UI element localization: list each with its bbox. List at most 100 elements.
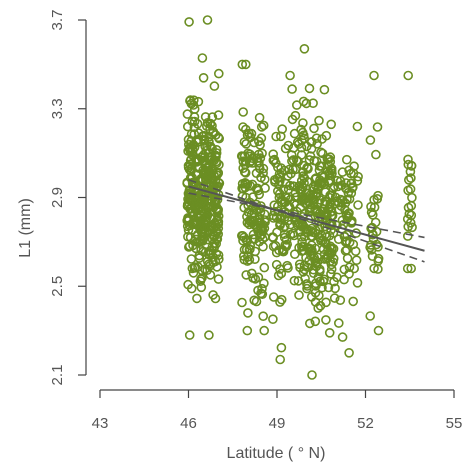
- data-point: [313, 198, 323, 208]
- data-point: [307, 370, 317, 380]
- data-point: [183, 231, 193, 242]
- y-tick-label: 2.1: [49, 365, 66, 386]
- data-point: [289, 275, 300, 286]
- data-point: [287, 84, 297, 94]
- data-point: [324, 192, 335, 203]
- data-point: [335, 295, 346, 306]
- data-point: [268, 314, 278, 325]
- data-point: [306, 144, 317, 154]
- data-point: [295, 227, 306, 237]
- data-point: [257, 289, 268, 300]
- data-point: [365, 135, 376, 145]
- data-point: [317, 282, 327, 293]
- data-point: [406, 173, 416, 183]
- data-point: [367, 210, 378, 220]
- data-point: [286, 168, 296, 179]
- data-point: [271, 247, 282, 258]
- data-point: [326, 163, 337, 174]
- data-point: [283, 140, 294, 151]
- data-point: [200, 166, 210, 177]
- x-tick-label: 43: [92, 415, 109, 432]
- data-point: [314, 115, 324, 126]
- data-point: [288, 155, 299, 165]
- data-point: [201, 175, 211, 186]
- data-point: [403, 70, 414, 81]
- data-point: [312, 187, 323, 198]
- data-point: [254, 189, 265, 200]
- data-point: [241, 139, 251, 149]
- data-point: [236, 151, 247, 161]
- data-point: [326, 119, 337, 130]
- data-point: [321, 315, 331, 325]
- data-point: [186, 129, 197, 139]
- data-point: [342, 211, 353, 221]
- data-point: [319, 84, 330, 95]
- data-point: [319, 254, 330, 264]
- data-point: [202, 118, 213, 128]
- data-point: [346, 178, 357, 188]
- data-point: [192, 293, 202, 304]
- data-point: [209, 81, 220, 91]
- data-point: [240, 168, 251, 178]
- data-point: [369, 70, 379, 81]
- data-point: [195, 198, 206, 208]
- data-point: [337, 167, 348, 177]
- data-point: [183, 194, 193, 204]
- data-point: [239, 151, 250, 161]
- data-point: [196, 173, 206, 184]
- data-point: [250, 274, 261, 284]
- data-point: [328, 257, 338, 267]
- data-point: [304, 318, 315, 329]
- data-point: [403, 175, 414, 185]
- data-point: [328, 228, 339, 238]
- data-point: [351, 255, 362, 266]
- data-point: [365, 311, 376, 321]
- data-point: [187, 206, 198, 217]
- data-point: [296, 150, 307, 160]
- data-point: [244, 254, 255, 265]
- data-point: [188, 268, 199, 278]
- data-point: [237, 179, 248, 189]
- data-point: [402, 231, 413, 241]
- data-point: [258, 120, 269, 131]
- data-point: [237, 59, 248, 70]
- confidence-band-line: [188, 178, 425, 263]
- data-point: [242, 325, 253, 336]
- data-point: [290, 110, 301, 121]
- data-point: [245, 132, 256, 143]
- data-point: [189, 116, 200, 127]
- data-point: [313, 272, 324, 283]
- data-point: [328, 253, 339, 264]
- data-point: [186, 166, 196, 176]
- data-point: [324, 154, 334, 164]
- confidence-band-line: [188, 192, 425, 239]
- data-point: [192, 217, 202, 228]
- data-point: [406, 161, 417, 171]
- data-point: [297, 127, 308, 138]
- data-point: [333, 197, 344, 208]
- data-point: [298, 96, 309, 107]
- data-point: [332, 175, 343, 186]
- data-point: [285, 70, 295, 81]
- data-point: [200, 112, 211, 122]
- x-tick-label: 55: [446, 415, 462, 432]
- data-point: [406, 201, 417, 211]
- data-point: [278, 184, 289, 195]
- data-point: [238, 107, 248, 117]
- data-point: [349, 161, 359, 171]
- data-point: [306, 231, 316, 241]
- data-point: [188, 145, 198, 156]
- data-point: [308, 98, 318, 108]
- data-point: [200, 141, 210, 152]
- data-point: [301, 279, 312, 289]
- y-tick-label: 3.3: [49, 98, 66, 119]
- data-point: [197, 53, 208, 63]
- data-point: [276, 294, 287, 305]
- data-point: [373, 325, 384, 336]
- data-point: [237, 231, 248, 241]
- data-point: [183, 146, 193, 156]
- data-point: [213, 274, 224, 284]
- data-point: [369, 263, 379, 274]
- x-axis-title: Latitude ( ° N): [227, 445, 326, 462]
- data-point: [341, 178, 351, 188]
